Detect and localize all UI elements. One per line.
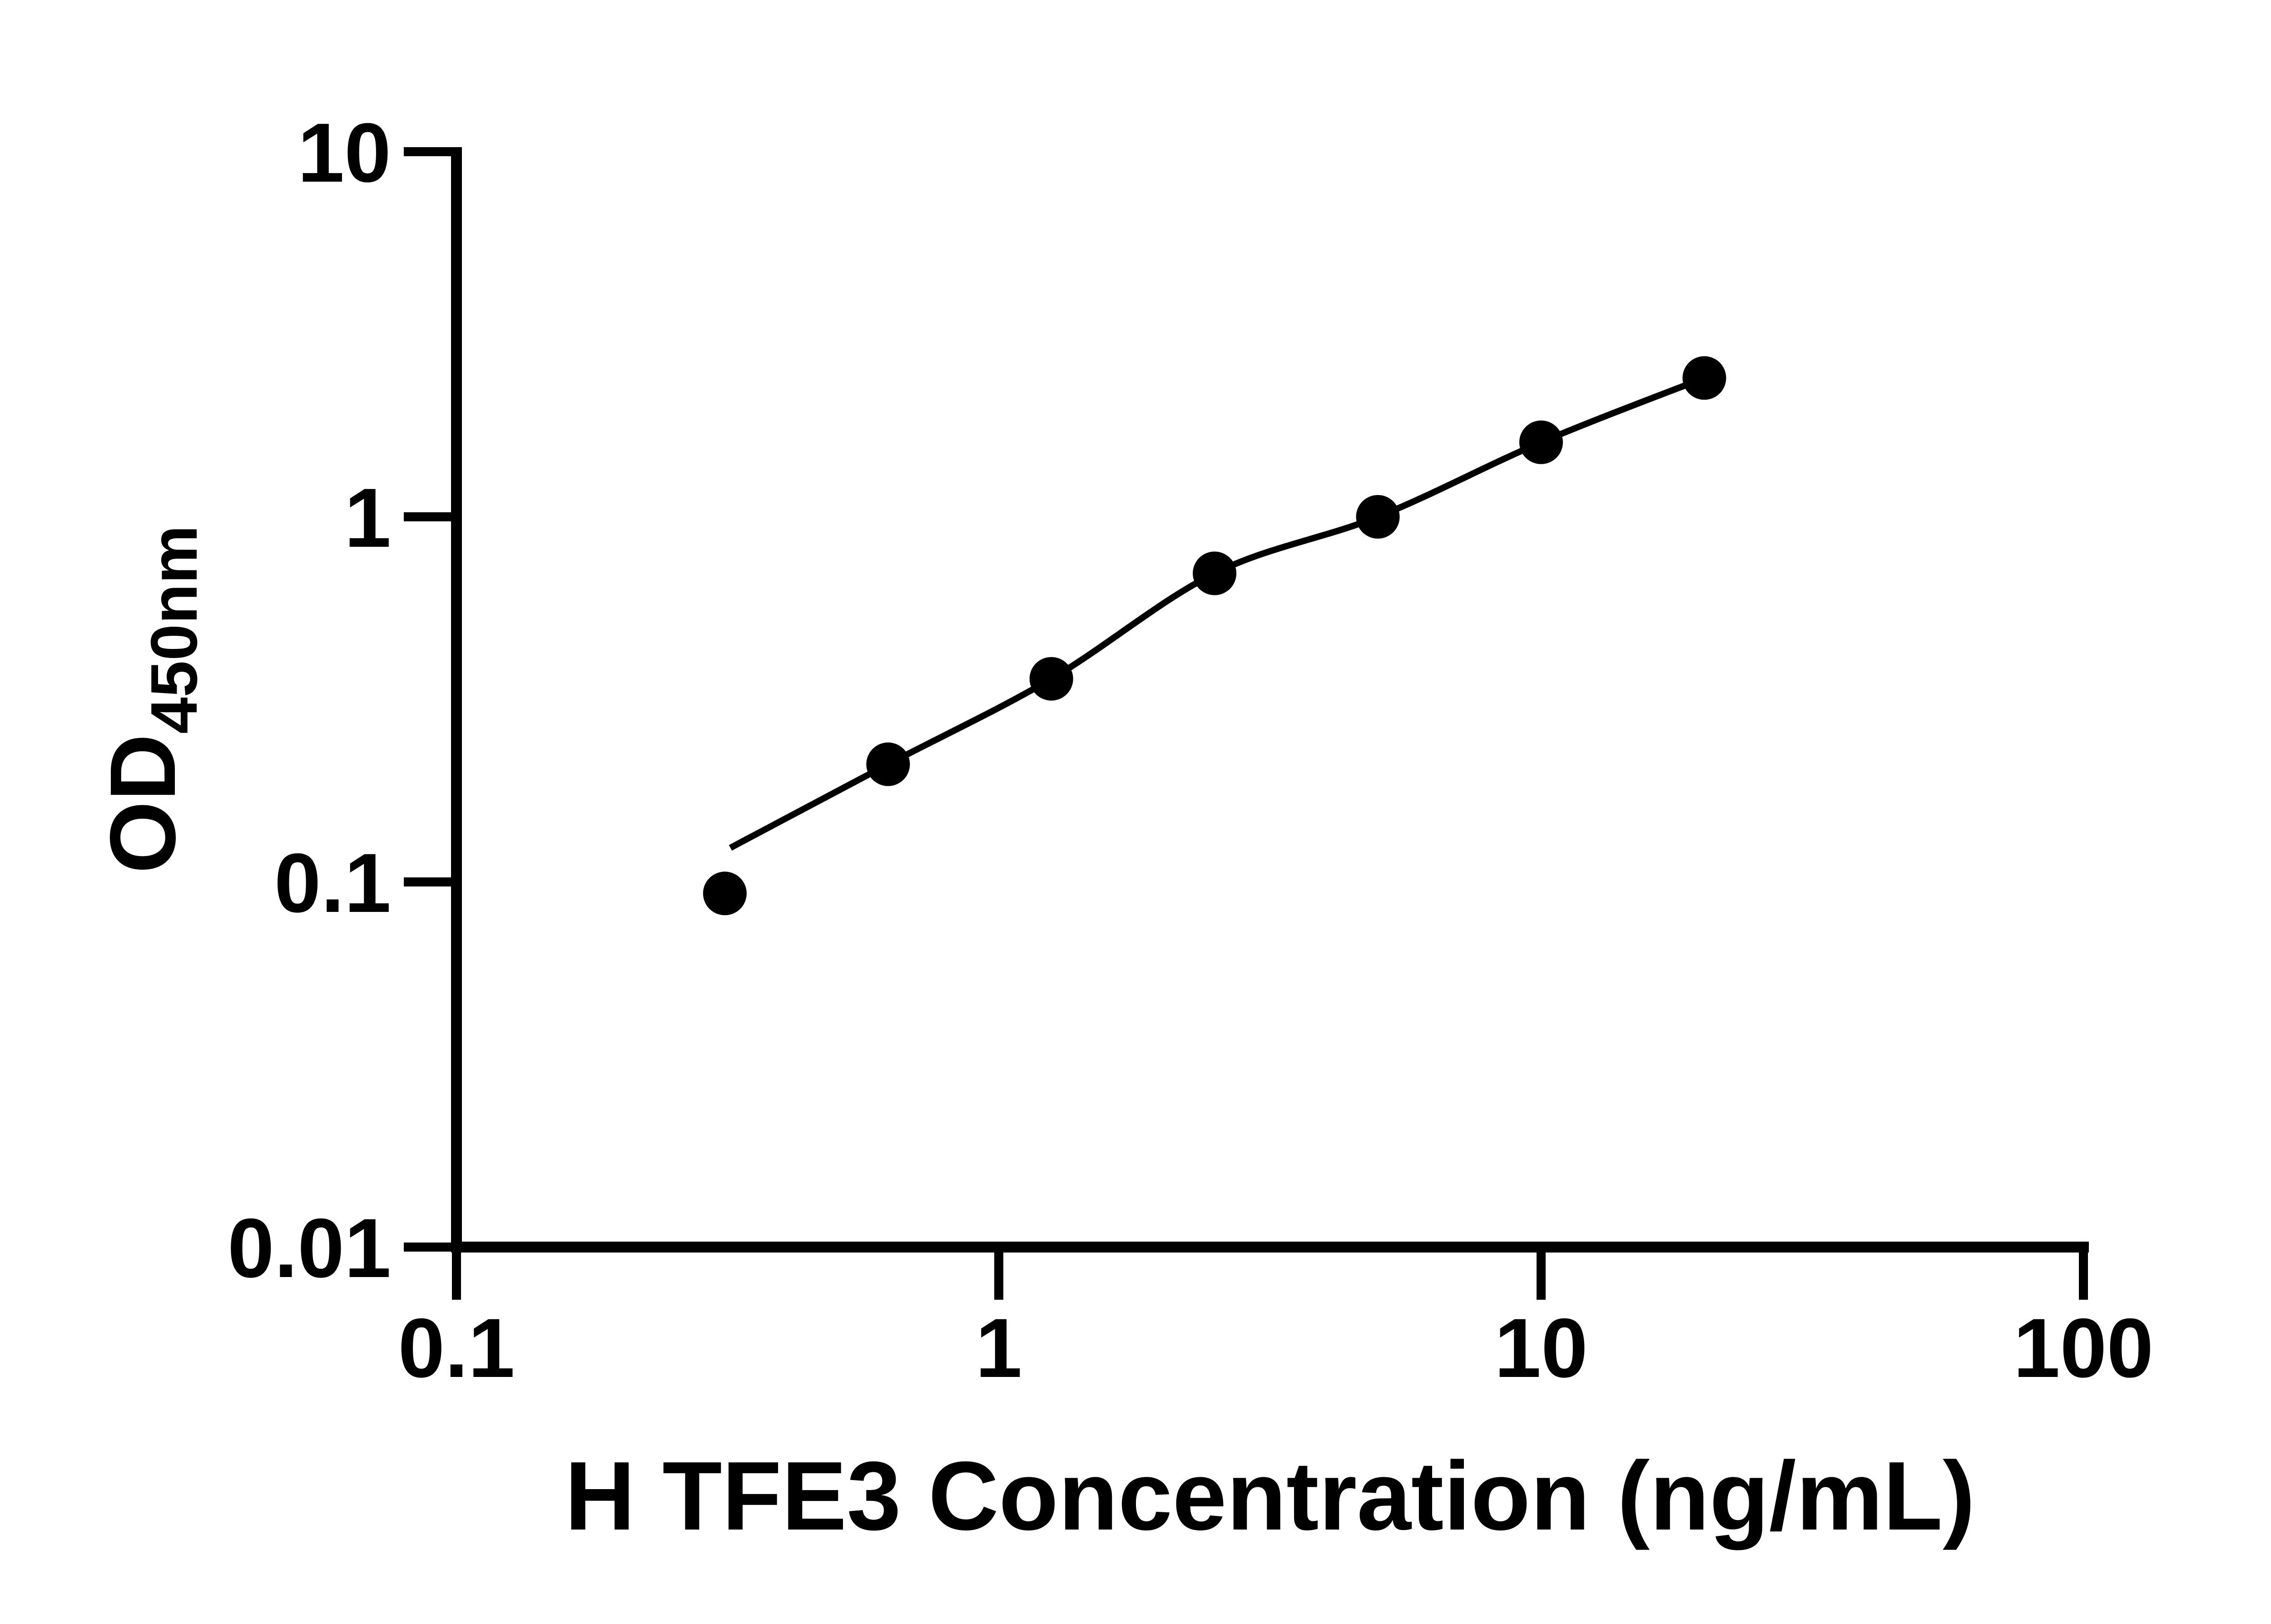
data-point [703, 871, 747, 916]
x-tick-labels: 0.1 1 10 100 [398, 1302, 2153, 1395]
y-axis-title: OD450nm [91, 525, 211, 874]
data-point [1193, 551, 1237, 595]
axes [451, 147, 2089, 1253]
y-axis-title-main: OD [91, 734, 195, 874]
data-point [1519, 420, 1563, 464]
x-ticks [452, 1247, 2088, 1300]
x-tick-label: 100 [2013, 1302, 2154, 1395]
data-point [1682, 356, 1726, 400]
y-tick-label: 10 [298, 106, 391, 200]
y-tick-label: 1 [344, 471, 391, 565]
data-point [1356, 495, 1400, 539]
y-ticks [404, 147, 456, 1252]
x-tick-label: 1 [976, 1302, 1022, 1395]
x-axis-title: H TFE3 Concentration (ng/mL) [565, 1441, 1975, 1550]
y-tick-labels: 10 1 0.1 0.01 [228, 106, 391, 1295]
y-tick-label: 0.1 [274, 837, 391, 930]
y-tick-label: 0.01 [228, 1202, 391, 1295]
x-tick-label: 0.1 [398, 1302, 515, 1395]
y-axis-title-subscript: 450nm [137, 525, 211, 734]
data-point [1029, 657, 1073, 701]
data-points [703, 356, 1726, 916]
data-point [866, 742, 910, 786]
x-tick-label: 10 [1494, 1302, 1588, 1395]
